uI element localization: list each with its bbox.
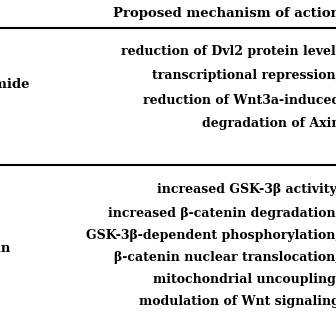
Text: degradation of Axin: degradation of Axin <box>202 118 336 130</box>
Text: reduction of Wnt3a-induced: reduction of Wnt3a-induced <box>143 93 336 107</box>
Text: modulation of Wnt signaling: modulation of Wnt signaling <box>139 295 336 308</box>
Text: increased β-catenin degradation,: increased β-catenin degradation, <box>108 207 336 219</box>
Text: Niclosamide: Niclosamide <box>0 79 30 91</box>
Text: Quercetin: Quercetin <box>0 242 11 254</box>
Text: mitochondrial uncoupling,: mitochondrial uncoupling, <box>153 274 336 287</box>
Text: Proposed mechanism of action: Proposed mechanism of action <box>113 6 336 19</box>
Text: transcriptional repression,: transcriptional repression, <box>152 70 336 83</box>
Text: reduction of Dvl2 protein level,: reduction of Dvl2 protein level, <box>121 45 336 58</box>
Text: GSK-3β-dependent phosphorylation,: GSK-3β-dependent phosphorylation, <box>86 229 336 243</box>
Text: increased GSK-3β activity,: increased GSK-3β activity, <box>157 183 336 197</box>
Text: β-catenin nuclear translocation,: β-catenin nuclear translocation, <box>114 252 336 264</box>
